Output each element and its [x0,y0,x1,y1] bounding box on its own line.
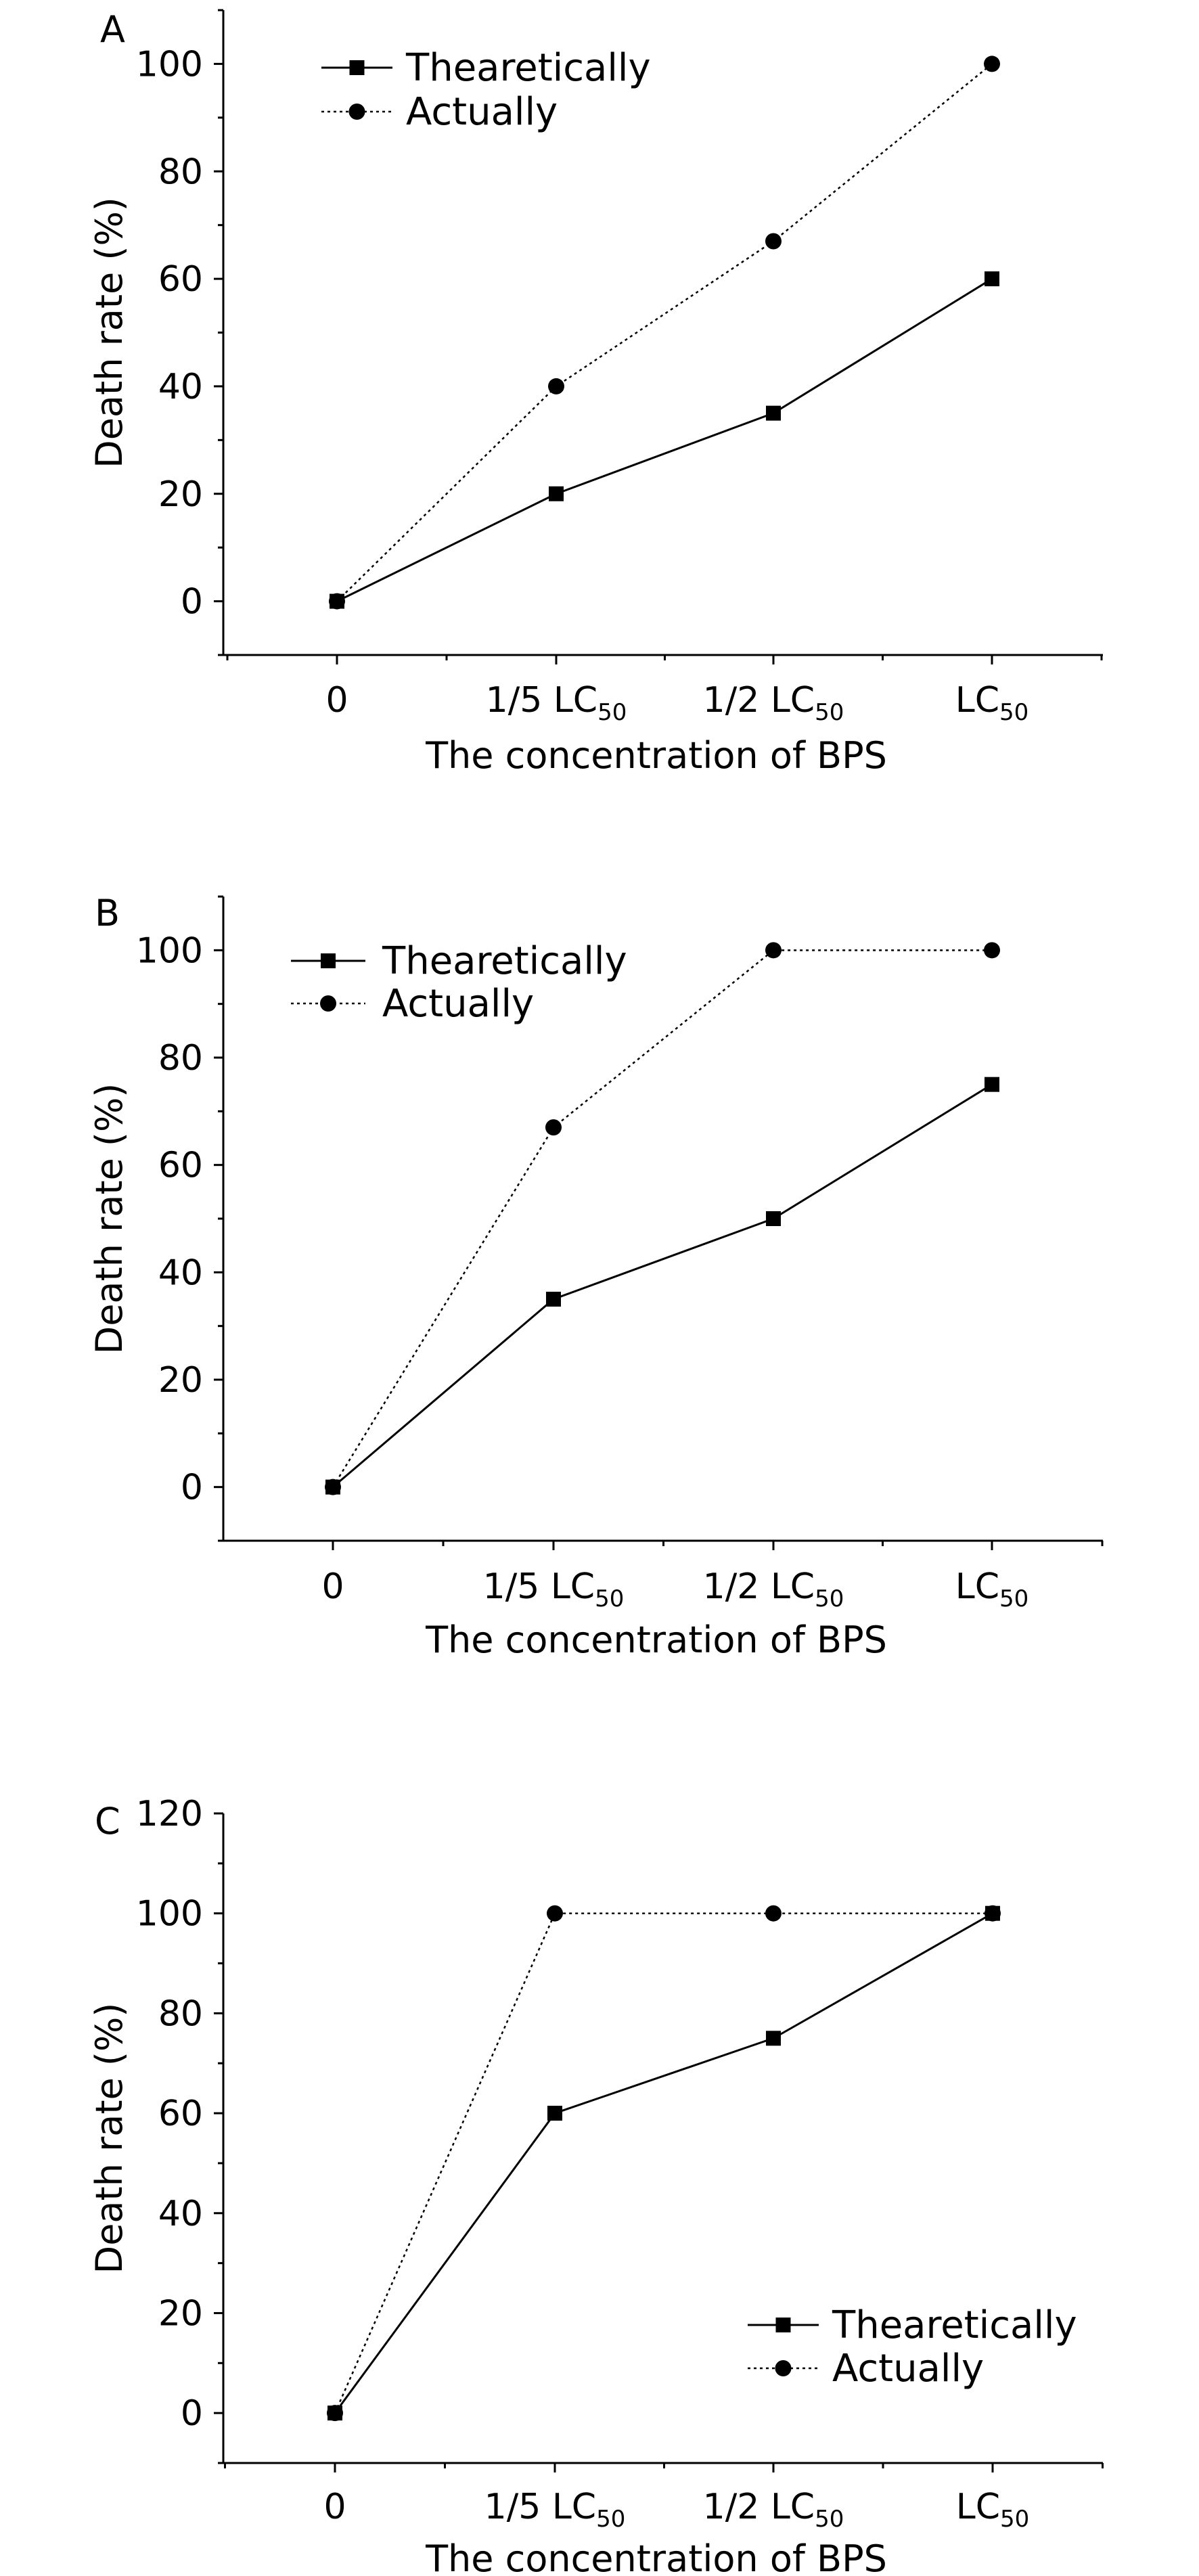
series-line-actually [336,63,993,602]
data-point-thearetically [547,2106,562,2121]
data-point-actually [765,1905,782,1922]
data-point-actually [545,1119,562,1136]
y-tick-label: 80 [158,152,203,192]
panel-label: A [100,8,125,51]
y-axis-title: Death rate (%) [88,197,131,468]
y-axis-title: Death rate (%) [88,2003,131,2274]
x-tick-label: 1/2 LC50 [703,680,844,726]
legend-label: Actually [406,90,558,134]
data-point-actually [765,233,782,250]
legend-label: Thearetically [382,939,627,983]
y-tick-label: 60 [158,2094,203,2134]
x-tick-label: LC50 [955,1566,1029,1612]
x-tick-label: LC50 [955,680,1029,726]
x-tick-label: 1/2 LC50 [703,1566,844,1612]
y-tick-label: 0 [181,582,203,623]
x-tick-label: 0 [321,1566,344,1607]
y-tick-label: 40 [158,2194,203,2234]
series-line-thearetically [332,1083,993,1488]
data-point-thearetically [766,2031,781,2046]
chart-panel-b: 0 20 40 60 80 100 0 1/5 LC50 1/2 LC50 LC50 The con… [88,892,1104,1661]
series-line-thearetically [336,277,993,602]
y-tick-label: 100 [136,1894,203,1935]
data-point-actually [765,942,782,959]
data-point-thearetically [766,405,781,421]
y-tick-label: 40 [158,367,203,407]
x-tick-label: 1/5 LC50 [484,2487,626,2533]
data-point-actually [985,1905,1001,1922]
legend-marker-circle [775,2360,792,2376]
y-axis-title: Death rate (%) [88,1083,131,1355]
data-point-thearetically [546,1292,561,1307]
legend-label: Actually [382,982,534,1026]
y-tick-label: 0 [181,1468,203,1508]
data-point-thearetically [549,486,564,501]
legend-label: Thearetically [832,2303,1077,2347]
y-tick-label: 40 [158,1252,203,1293]
data-point-thearetically [985,1077,999,1092]
y-tick-label: 20 [158,474,203,515]
y-tick-label: 100 [136,930,203,971]
y-tick-label: 60 [158,259,203,300]
series-line-thearetically [334,1912,993,2414]
data-point-thearetically [985,271,999,287]
data-point-actually [547,1905,563,1922]
y-tick-label: 60 [158,1146,203,1186]
x-axis-title: The concentration of BPS [425,2537,887,2576]
panel-label: C [95,1800,120,1843]
legend-marker-square [775,2318,791,2332]
data-point-actually [325,1478,341,1495]
y-tick-label: 80 [158,1993,203,2034]
panel-label: B [95,892,120,934]
x-tick-label: 0 [325,680,348,721]
x-axis-title: The concentration of BPS [425,734,887,777]
data-point-actually [548,378,564,394]
data-point-actually [327,2405,343,2422]
x-tick-label: 1/5 LC50 [486,680,627,726]
series-line-actually [332,949,992,1488]
y-tick-label: 0 [181,2393,203,2434]
x-axis-title: The concentration of BPS [425,1619,887,1661]
x-tick-label: LC50 [956,2487,1030,2533]
x-tick-label: 1/5 LC50 [483,1566,625,1612]
y-tick-label: 100 [136,44,203,85]
chart-panel-c: 0 20 40 60 80 100 120 0 1/5 LC50 1/2 LC50 LC50 The … [88,1794,1104,2576]
y-tick-label: 80 [158,1038,203,1079]
y-tick-label: 20 [158,1360,203,1401]
legend-label: Thearetically [405,46,651,90]
y-tick-label: 20 [158,2293,203,2334]
legend-label: Actually [832,2347,984,2391]
legend-marker-circle [320,995,336,1012]
data-point-actually [984,942,1000,959]
x-tick-label: 0 [323,2487,346,2527]
chart-panel-a: 0 20 40 60 80 100 0 1/5 LC50 1/2 LC50 LC50 The con… [88,8,1103,777]
data-point-actually [984,55,1000,72]
legend-marker-square [321,953,336,968]
data-point-thearetically [766,1211,781,1226]
x-tick-label: 1/2 LC50 [703,2487,844,2533]
legend-marker-circle [348,104,365,120]
y-tick-label: 120 [136,1794,203,1834]
data-point-actually [329,593,345,610]
legend-marker-square [349,60,365,75]
